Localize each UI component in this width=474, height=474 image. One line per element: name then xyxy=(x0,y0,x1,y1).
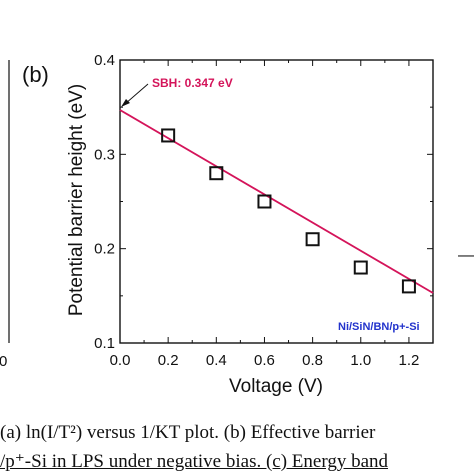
y-tick-label: 0.3 xyxy=(94,146,115,163)
x-tick-label: 0.2 xyxy=(158,352,179,369)
caption-line-2: /p⁺-Si in LPS under negative bias. (c) E… xyxy=(0,450,474,473)
sample-label: Ni/SiN/BN/p+-Si xyxy=(338,321,420,333)
panel-label: (b) xyxy=(22,62,49,87)
caption-line-1: (a) ln(I/T²) versus 1/KT plot. (b) Effec… xyxy=(0,422,376,443)
x-tick-label: 0.8 xyxy=(302,352,323,369)
sbh-annotation: SBH: 0.347 eV xyxy=(152,76,233,90)
x-tick-label: 1.0 xyxy=(350,352,371,369)
y-tick-label: 0.1 xyxy=(94,335,115,352)
data-point xyxy=(209,166,224,181)
data-point xyxy=(305,232,320,247)
y-tick-labels: 0.1 0.2 0.3 0.4 xyxy=(94,52,115,352)
x-axis-label: Voltage (V) xyxy=(229,376,323,397)
left-panel-tick-fragment: 0 xyxy=(0,353,7,370)
caption-line-2-text: /p⁺-Si in LPS under negative bias. (c) E… xyxy=(0,451,389,472)
data-point xyxy=(257,194,272,209)
data-point xyxy=(401,279,416,294)
y-tick-label: 0.2 xyxy=(94,241,115,258)
annotation-arrow-head xyxy=(121,99,130,107)
x-tick-label: 0.0 xyxy=(110,352,131,369)
data-markers xyxy=(161,128,416,294)
right-panel-fragment: — xyxy=(458,247,474,264)
x-tick-label: 0.4 xyxy=(206,352,227,369)
x-tick-label: 1.2 xyxy=(398,352,419,369)
y-axis-label: Potential barrier height (eV) xyxy=(66,84,87,316)
axis-ticks xyxy=(119,59,434,344)
data-point xyxy=(161,128,176,143)
x-tick-label: 0.6 xyxy=(254,352,275,369)
y-tick-label: 0.4 xyxy=(94,52,115,69)
figure-panel-b: 0 — (b) Potential barrier height (eV) 0.… xyxy=(0,52,474,397)
data-point xyxy=(353,260,368,275)
x-tick-labels: 0.0 0.2 0.4 0.6 0.8 1.0 1.2 xyxy=(110,352,420,369)
fit-line xyxy=(119,109,434,294)
annotation-arrow-line xyxy=(124,83,149,105)
